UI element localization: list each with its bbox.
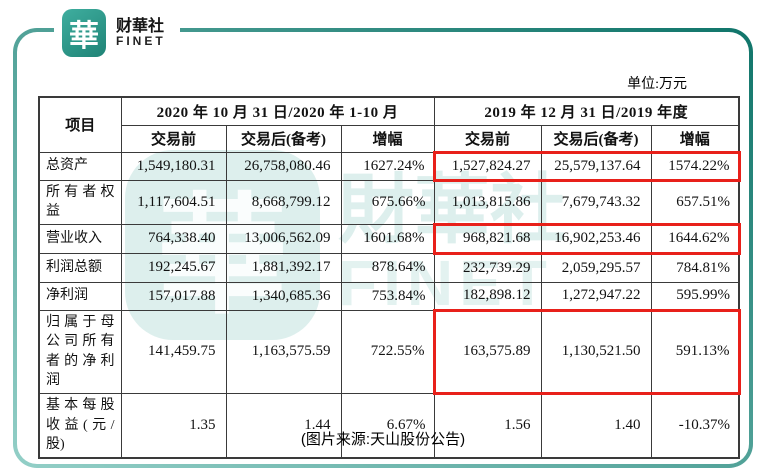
table-cell: 8,668,799.12 (225, 179, 342, 225)
seal-character: 華 (69, 20, 99, 53)
unit-label: 单位:万元 (627, 77, 687, 92)
row-label: 归属于母公司所有者的净利润 (38, 309, 122, 395)
row-label: 净利润 (38, 281, 122, 311)
table-cell: 1644.62% (650, 222, 741, 255)
table-cell: 16,902,253.46 (540, 222, 652, 255)
column-group-2019: 2019 年 12 月 31 日/2019 年度 (433, 96, 740, 126)
table-row: 所有者权益 1,117,604.51 8,668,799.12 675.66% 1,01… (38, 179, 740, 225)
column-header-post-2019: 交易后(备考) (540, 124, 652, 153)
table-row: 总资产 1,549,180.31 26,758,080.46 1627.24% 1,52… (38, 150, 741, 182)
table-cell: 1.35 (120, 393, 227, 459)
table-cell: 1,013,815.86 (433, 179, 542, 225)
table-row: 归属于母公司所有者的净利润 141,459.75 1,163,575.59 722.5… (38, 308, 741, 396)
table-cell: 1,130,521.50 (540, 308, 652, 396)
table-cell: 192,245.67 (120, 252, 227, 283)
table-row: 利润总额 192,245.67 1,881,392.17 878.64% 232,739… (38, 252, 740, 283)
table-cell: 878.64% (340, 252, 435, 283)
table-cell: 232,739.29 (433, 252, 542, 283)
table-cell: 6.67% (340, 393, 435, 459)
table-cell: 1,549,180.31 (120, 151, 227, 181)
table-cell: 182,898.12 (433, 281, 542, 311)
table-cell: 1,163,575.59 (225, 309, 342, 395)
table-cell: 13,006,562.09 (225, 223, 342, 254)
table-cell: 7,679,743.32 (540, 179, 652, 225)
row-label: 基本每股收益(元/股) (38, 393, 122, 459)
table-cell: 784.81% (650, 252, 740, 283)
table-cell: 1601.68% (340, 223, 435, 254)
table-cell: 753.84% (340, 281, 435, 311)
table-cell: 1,881,392.17 (225, 252, 342, 283)
table-cell: 591.13% (650, 308, 741, 396)
financial-comparison-table-wrap: 项目 2020 年 10 月 31 日/2020 年 1-10 月 2019 年… (38, 96, 741, 459)
table-cell: 2,059,295.57 (540, 252, 652, 283)
row-label: 总资产 (38, 151, 122, 181)
table-cell: 675.66% (340, 179, 435, 225)
table-cell: 163,575.89 (432, 308, 542, 396)
table-cell: 26,758,080.46 (225, 151, 342, 181)
column-header-post-2020: 交易后(备考) (225, 124, 342, 153)
column-header-change-2019: 增幅 (650, 124, 740, 153)
table-cell: 1,272,947.22 (540, 281, 652, 311)
brand-text: 财華社 FINET (116, 18, 166, 49)
row-label: 所有者权益 (38, 179, 122, 225)
row-label: 利润总额 (38, 252, 122, 283)
table-cell: 595.99% (650, 281, 740, 311)
table-cell: 1574.22% (650, 150, 741, 182)
finet-brand-logo: 華 财華社 FINET (54, 4, 180, 62)
table-cell: 968,821.68 (432, 222, 542, 255)
column-header-item: 项目 (38, 96, 122, 153)
table-cell: 1.56 (433, 393, 542, 459)
table-cell: 1.44 (225, 393, 342, 459)
table-cell: 25,579,137.64 (540, 150, 652, 182)
table-cell: -10.37% (650, 393, 740, 459)
column-header-pre-2019: 交易前 (433, 124, 542, 153)
table-cell: 157,017.88 (120, 281, 227, 311)
table-row: 净利润 157,017.88 1,340,685.36 753.84% 182,898.… (38, 281, 740, 311)
table-cell: 1,527,824.27 (432, 150, 542, 182)
table-cell: 141,459.75 (120, 309, 227, 395)
financial-comparison-table: 项目 2020 年 10 月 31 日/2020 年 1-10 月 2019 年… (38, 96, 741, 459)
column-header-change-2020: 增幅 (340, 124, 435, 153)
brand-subname: FINET (116, 34, 166, 49)
table-row: 基本每股收益(元/股) 1.35 1.44 6.67% 1.56 1.40 -10.37% (38, 393, 740, 459)
brand-name: 财華社 (116, 17, 165, 35)
table-cell: 657.51% (650, 179, 740, 225)
column-header-pre-2020: 交易前 (120, 124, 227, 153)
table-cell: 722.55% (340, 309, 435, 395)
image-source-caption: (图片来源:天山股份公告) (300, 431, 466, 448)
column-group-2020: 2020 年 10 月 31 日/2020 年 1-10 月 (120, 96, 435, 126)
finet-seal-icon: 華 (62, 9, 106, 57)
table-cell: 1,117,604.51 (120, 179, 227, 225)
table-row: 营业收入 764,338.40 13,006,562.09 1601.68% 968,8… (38, 222, 741, 255)
row-label: 营业收入 (38, 223, 122, 254)
table-cell: 1627.24% (340, 151, 435, 181)
table-cell: 1.40 (540, 393, 652, 459)
table-header: 项目 2020 年 10 月 31 日/2020 年 1-10 月 2019 年… (38, 96, 740, 153)
table-cell: 764,338.40 (120, 223, 227, 254)
table-body: 总资产 1,549,180.31 26,758,080.46 1627.24% 1,52… (38, 150, 741, 459)
table-cell: 1,340,685.36 (225, 281, 342, 311)
